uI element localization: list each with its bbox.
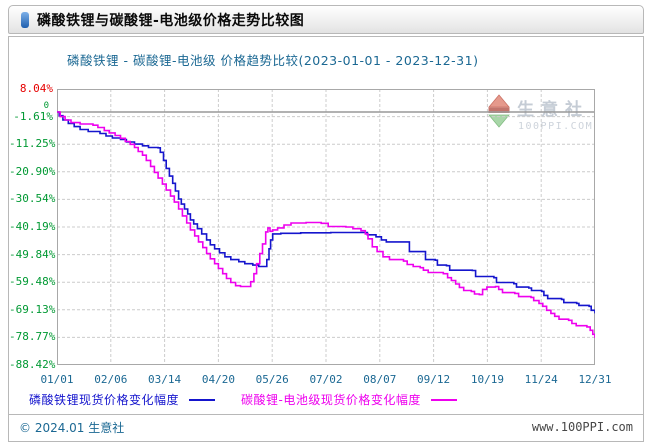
y-axis-label: -1.61% xyxy=(13,109,53,123)
y-axis-label: -69.13% xyxy=(9,302,56,316)
y-axis-label: -78.77% xyxy=(9,330,56,344)
y-axis-label: -20.90% xyxy=(9,164,56,178)
x-axis-label: 05/26 xyxy=(255,373,289,386)
y-axis-label: -59.48% xyxy=(9,275,56,289)
x-axis-label: 09/12 xyxy=(417,373,451,386)
chart-subtitle: 磷酸铁锂 - 碳酸锂-电池级 价格趋势比较(2023-01-01 - 2023-… xyxy=(67,53,479,68)
chart-legend: 磷酸铁锂现货价格变化幅度 碳酸锂-电池级现货价格变化幅度 xyxy=(29,391,483,408)
x-axis-label: 11/24 xyxy=(524,373,558,386)
legend-label-lithium-carbonate: 碳酸锂-电池级现货价格变化幅度 xyxy=(241,393,421,407)
title-bullet-icon xyxy=(21,11,29,28)
watermark-brand: 生意社 xyxy=(517,99,589,120)
y-axis-label: 8.04% xyxy=(19,82,53,95)
x-axis-label: 01/01 xyxy=(40,373,74,386)
y-axis-label: -11.25% xyxy=(9,137,56,151)
x-axis-label: 10/19 xyxy=(470,373,504,386)
x-axis-label: 08/07 xyxy=(363,373,397,386)
window-titlebar: 磷酸铁锂与碳酸锂-电池级价格走势比较图 xyxy=(8,5,644,34)
y-axis-label: -30.54% xyxy=(9,192,56,206)
panel-footer: © 2024.01 生意社 www.100PPI.com xyxy=(9,414,643,441)
legend-line-sample-lfp xyxy=(189,398,216,401)
legend-line-sample-lithium-carbonate xyxy=(430,398,457,401)
x-axis-label: 12/31 xyxy=(578,373,612,386)
y-axis-label: -49.84% xyxy=(9,247,56,261)
x-axis-label: 04/20 xyxy=(201,373,235,386)
chart-panel: 磷酸铁锂 - 碳酸锂-电池级 价格趋势比较(2023-01-01 - 2023-… xyxy=(8,36,644,442)
watermark-site: 100PPI.COM xyxy=(518,121,593,132)
x-axis-label: 02/06 xyxy=(94,373,128,386)
copyright-text: © 2024.01 生意社 xyxy=(19,421,125,435)
x-axis-label: 07/02 xyxy=(309,373,343,386)
legend-label-lfp: 磷酸铁锂现货价格变化幅度 xyxy=(29,393,180,407)
x-axis-label: 03/14 xyxy=(148,373,182,386)
y-axis-label: -88.42% xyxy=(9,358,56,371)
page-title: 磷酸铁锂与碳酸锂-电池级价格走势比较图 xyxy=(37,12,305,29)
plot-border xyxy=(57,89,595,365)
series-line-lithium-carbonate xyxy=(57,111,595,338)
y-axis-label: -40.19% xyxy=(9,220,56,233)
site-url[interactable]: www.100PPI.com xyxy=(531,420,633,434)
series-line-lfp xyxy=(57,111,595,314)
y-axis-zero-label: 0 xyxy=(43,101,49,111)
